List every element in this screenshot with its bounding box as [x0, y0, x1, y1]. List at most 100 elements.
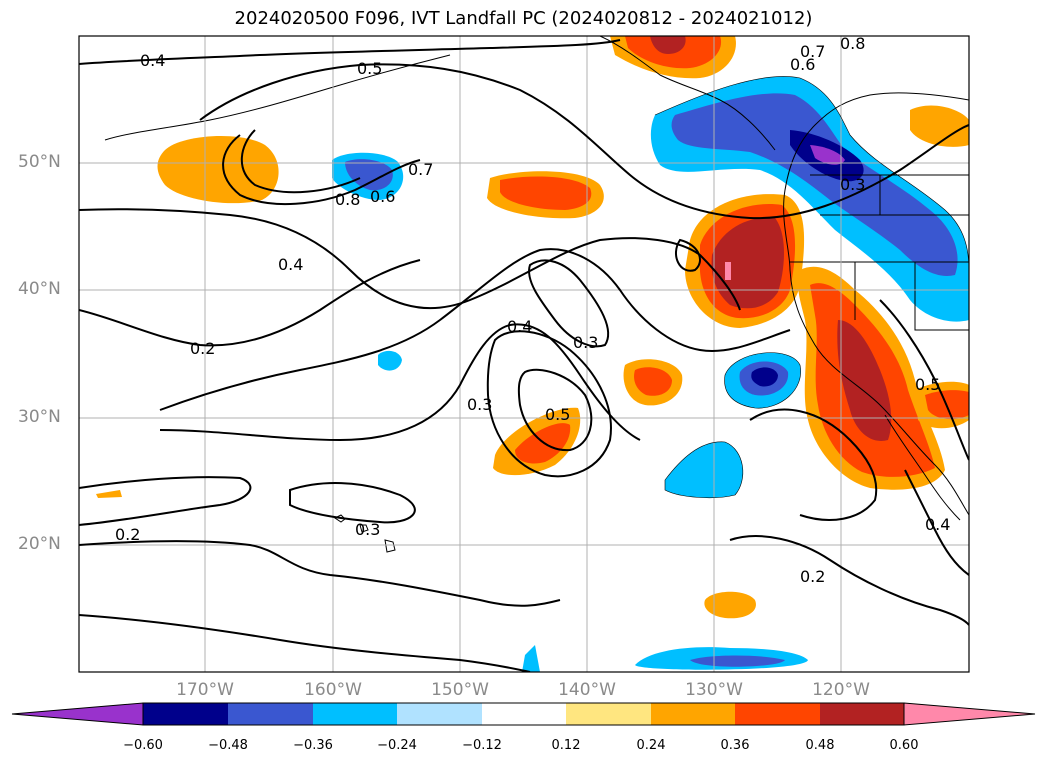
anomaly-positive — [837, 320, 892, 441]
anomaly-negative — [378, 350, 402, 371]
colorbar-segment — [566, 703, 651, 725]
lon-label: 170°W — [176, 680, 234, 700]
colorbar-tick-label: 0.36 — [720, 738, 750, 753]
contour — [904, 469, 969, 576]
filled-anomalies — [96, 36, 969, 672]
anomaly-positive — [500, 176, 592, 210]
lon-label: 140°W — [558, 680, 616, 700]
contour-label: 0.7 — [800, 42, 825, 61]
contour-label: 0.6 — [790, 55, 815, 74]
lon-label: 150°W — [431, 680, 489, 700]
colorbar-extend-high — [903, 702, 1036, 726]
contour — [159, 248, 791, 411]
map-title: 2024020500 F096, IVT Landfall PC (202402… — [234, 8, 813, 29]
contour-label: 0.3 — [467, 395, 492, 414]
anomaly-positive — [634, 367, 672, 396]
contour — [517, 368, 593, 452]
contour-label: 0.5 — [545, 405, 570, 424]
contour-label: 0.2 — [190, 339, 215, 358]
aleutian-islands — [104, 54, 451, 141]
anomaly-positive — [515, 423, 571, 464]
contour-label: 0.7 — [408, 160, 433, 179]
anomaly-negative — [522, 645, 540, 672]
colorbar-tick-label: −0.36 — [293, 738, 333, 753]
anomaly-negative — [665, 441, 743, 498]
contour — [675, 238, 701, 272]
contour — [159, 323, 641, 442]
lon-label: 120°W — [812, 680, 870, 700]
contour — [79, 259, 421, 347]
colorbar-tick-label: −0.12 — [462, 738, 502, 753]
colorbar-tick-label: −0.24 — [377, 738, 417, 753]
colorbar-frame — [142, 702, 905, 726]
contour — [79, 208, 741, 311]
colorbar-segment — [228, 703, 313, 725]
colorbar-segment — [397, 703, 482, 725]
anomaly-negative — [671, 93, 958, 276]
contour — [486, 330, 612, 478]
contour-label: 0.3 — [840, 175, 865, 194]
contour-label: 0.2 — [800, 567, 825, 586]
contour — [749, 408, 878, 521]
contour-label: 0.8 — [335, 190, 360, 209]
coastline-north-america — [783, 92, 969, 516]
anomaly-positive — [157, 135, 279, 204]
contour-label: 0.5 — [357, 59, 382, 78]
colorbar-segment — [313, 703, 397, 725]
colorbar-tick-label: 0.60 — [889, 738, 919, 753]
anomaly-negative — [751, 367, 778, 387]
contour-label: 0.4 — [278, 255, 303, 274]
contour-label: 0.4 — [140, 51, 165, 70]
anomaly-positive — [96, 490, 122, 498]
coastlines — [104, 36, 969, 553]
anomaly-negative — [345, 159, 393, 191]
anomaly-positive — [711, 217, 784, 309]
contour-label: 0.6 — [370, 187, 395, 206]
contour-label: 0.3 — [573, 333, 598, 352]
contour — [199, 63, 969, 220]
contour — [528, 259, 610, 348]
contour — [240, 129, 361, 194]
lat-label: 40°N — [18, 279, 61, 299]
colorbar-tick-label: 0.12 — [551, 738, 581, 753]
contour — [289, 482, 416, 524]
colorbar-tick-label: −0.48 — [208, 738, 248, 753]
contour-labels: 0.4 0.5 0.8 0.7 0.6 0.7 0.8 0.6 0.4 0.2 … — [115, 34, 950, 586]
lon-label: 130°W — [685, 680, 743, 700]
colorbar-segment — [820, 703, 904, 725]
contour — [79, 39, 621, 65]
colorbar-tick-label: 0.24 — [636, 738, 666, 753]
contour — [79, 476, 252, 526]
anomaly-positive — [650, 36, 686, 54]
anomaly-negative — [810, 145, 845, 165]
contours — [79, 39, 969, 672]
coastline-alaska — [599, 36, 776, 151]
lat-label: 30°N — [18, 407, 61, 427]
lat-label: 50°N — [18, 152, 61, 172]
anomaly-positive — [704, 591, 756, 619]
colorbar-tick-label: 0.48 — [805, 738, 835, 753]
colorbar — [11, 702, 1036, 726]
contour-label: 0.3 — [355, 520, 380, 539]
colorbar-tick-label: −0.60 — [123, 738, 163, 753]
contour — [879, 299, 969, 461]
contour — [79, 614, 531, 672]
colorbar-segment — [651, 703, 735, 725]
contour — [729, 535, 969, 626]
colorbar-segment — [735, 703, 820, 725]
colorbar-segment — [482, 703, 566, 725]
contour-label: 0.2 — [115, 525, 140, 544]
colorbar-segment — [143, 703, 228, 725]
contour-label: 0.4 — [925, 515, 950, 534]
baja-coast — [884, 414, 961, 521]
contour-label: 0.5 — [915, 375, 940, 394]
contour — [79, 540, 561, 607]
map-frame — [78, 35, 970, 673]
contour-label: 0.8 — [840, 34, 865, 53]
colorbar-extend-low — [11, 702, 144, 726]
lat-label: 20°N — [18, 534, 61, 554]
map-panel: 0.4 0.5 0.8 0.7 0.6 0.7 0.8 0.6 0.4 0.2 … — [79, 34, 969, 672]
contour-label: 0.4 — [507, 317, 532, 336]
contour — [222, 134, 421, 206]
